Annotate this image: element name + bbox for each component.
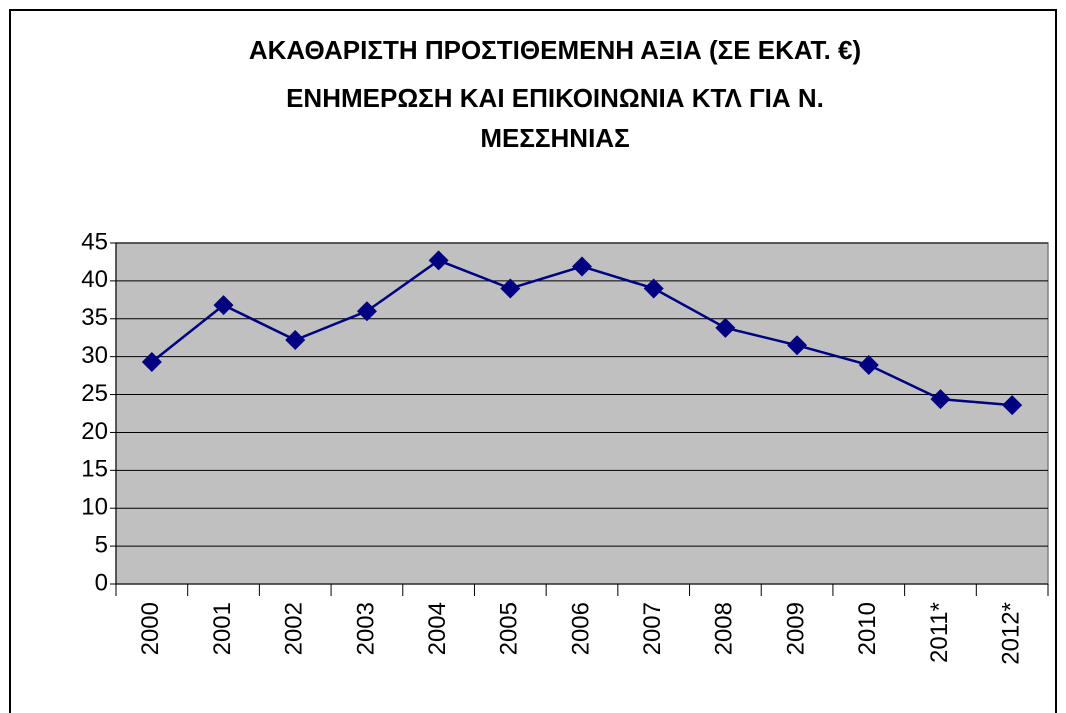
x-tick-label: 2002 xyxy=(281,602,308,655)
y-tick-label: 0 xyxy=(95,569,108,596)
x-tick-label: 2009 xyxy=(782,602,809,655)
x-tick-label: 2012* xyxy=(997,602,1024,665)
y-tick-label: 20 xyxy=(81,418,108,445)
marker xyxy=(715,317,736,338)
marker xyxy=(858,355,879,376)
y-tick-label: 35 xyxy=(81,304,108,331)
marker xyxy=(213,295,234,316)
y-tick-label: 40 xyxy=(81,266,108,293)
marker xyxy=(500,278,521,299)
x-tick-label: 2006 xyxy=(567,602,594,655)
x-tick-label: 2007 xyxy=(639,602,666,655)
marker xyxy=(1002,395,1023,416)
x-tick-label: 2003 xyxy=(352,602,379,655)
y-tick-label: 5 xyxy=(95,531,108,558)
y-tick-label: 30 xyxy=(81,342,108,369)
x-tick-label: 2004 xyxy=(424,602,451,655)
marker xyxy=(930,389,951,410)
marker xyxy=(787,335,808,356)
chart-title: ΜΕΣΣΗΝΙΑΣ xyxy=(480,123,629,153)
x-tick-label: 2000 xyxy=(137,602,164,655)
marker xyxy=(428,250,449,271)
y-tick-label: 45 xyxy=(81,228,108,255)
marker xyxy=(141,351,162,372)
y-tick-label: 15 xyxy=(81,456,108,483)
x-tick-label: 2001 xyxy=(209,602,236,655)
chart-title: ΑΚΑΘΑΡΙΣΤΗ ΠΡΟΣΤΙΘΕΜΕΝΗ ΑΞΙΑ (ΣΕ ΕΚΑΤ. €… xyxy=(249,35,861,65)
marker xyxy=(643,278,664,299)
y-tick-label: 10 xyxy=(81,494,108,521)
y-tick-label: 25 xyxy=(81,380,108,407)
plot-area xyxy=(115,242,1049,585)
marker xyxy=(285,329,306,350)
x-tick-label: 2010 xyxy=(854,602,881,655)
marker xyxy=(572,256,592,277)
marker xyxy=(356,301,377,322)
x-tick-label: 2011* xyxy=(926,602,953,663)
chart-title: ΕΝΗΜΕΡΩΣΗ ΚΑΙ ΕΠΙΚΟΙΝΩΝΙΑ ΚΤΛ ΓΙΑ Ν. xyxy=(286,83,824,113)
x-tick-label: 2005 xyxy=(496,602,523,655)
x-tick-label: 2008 xyxy=(711,602,738,655)
